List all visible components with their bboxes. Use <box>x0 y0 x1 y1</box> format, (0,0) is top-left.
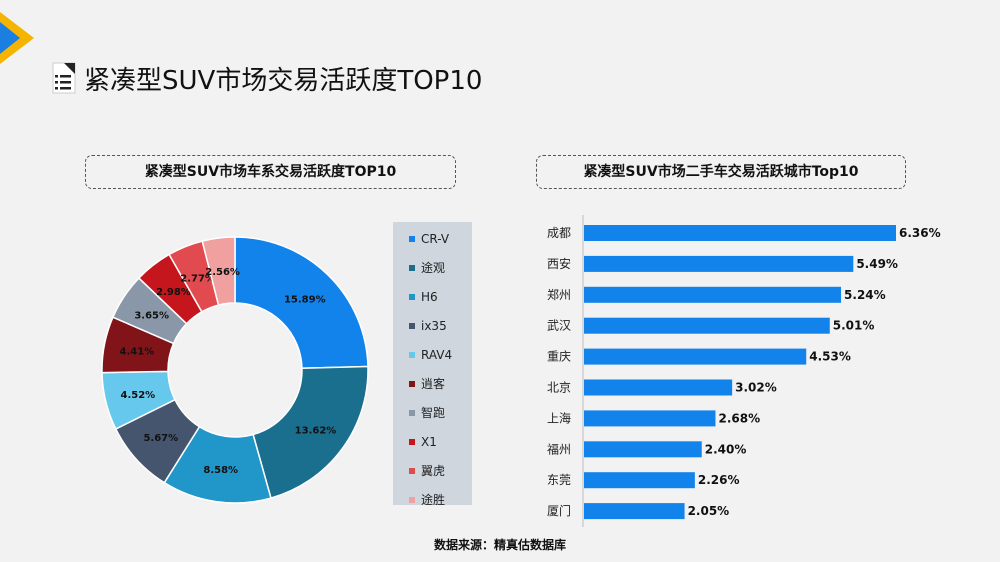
data-source-note: 数据来源：精真估数据库 <box>433 538 566 552</box>
legend-label: ix35 <box>421 319 447 333</box>
legend-label: 途观 <box>421 261 446 275</box>
bar-chart: 成都 6.36% 西安 5.49% 郑州 5.24% 武汉 5.01% 重庆 4.53% 北京 3.0… <box>547 215 941 527</box>
category-label: 上海 <box>547 410 571 425</box>
legend-item: ix35 <box>409 315 472 344</box>
donut-slice-label: 2.77% <box>180 273 215 284</box>
legend-swatch <box>409 235 415 242</box>
donut-slice <box>234 236 369 369</box>
page-title: 紧凑型SUV市场交易活跃度TOP10 <box>84 66 483 96</box>
bar <box>584 255 854 272</box>
bar <box>584 379 733 396</box>
legend-label: H6 <box>421 290 438 304</box>
category-label: 东莞 <box>547 473 571 487</box>
legend-item: 途观 <box>409 257 472 286</box>
legend-label: CR-V <box>421 232 450 246</box>
legend-swatch <box>409 351 415 358</box>
legend-item: X1 <box>409 431 472 460</box>
bar-value-label: 6.36% <box>899 226 941 240</box>
donut-slice-label: 8.58% <box>203 465 238 476</box>
category-label: 武汉 <box>547 319 571 333</box>
corner-logo <box>0 12 34 64</box>
legend-item: 翼虎 <box>409 460 472 489</box>
donut-slice-label: 5.67% <box>143 433 178 444</box>
donut-slice-label: 2.98% <box>156 287 191 298</box>
category-label: 重庆 <box>547 350 571 364</box>
legend-item: CR-V <box>409 228 472 257</box>
bar-value-label: 5.49% <box>856 257 898 271</box>
bar-value-label: 3.02% <box>735 381 777 395</box>
legend-label: 途胜 <box>421 493 446 507</box>
donut-slice-label: 15.89% <box>284 294 326 305</box>
legend-label: RAV4 <box>421 348 453 362</box>
legend-item: 智跑 <box>409 402 472 431</box>
donut-slice-label: 4.52% <box>121 390 156 401</box>
bar-value-label: 2.68% <box>718 411 760 425</box>
bar-value-label: 2.26% <box>698 473 740 487</box>
legend-swatch <box>409 322 415 329</box>
legend-item: RAV4 <box>409 344 472 373</box>
legend-swatch <box>409 438 415 445</box>
bar-chart-title: 紧凑型SUV市场二手车交易活跃城市Top10 <box>536 155 906 189</box>
bar-value-label: 5.01% <box>833 319 875 333</box>
legend-label: 智跑 <box>421 406 446 420</box>
document-list-icon <box>52 62 76 94</box>
donut-slice-label: 2.56% <box>205 267 240 278</box>
donut-slice-label: 3.65% <box>134 311 169 322</box>
legend-item: 逍客 <box>409 373 472 402</box>
category-label: 西安 <box>547 256 571 271</box>
donut-slice-label: 4.41% <box>120 347 155 358</box>
bar-value-label: 5.24% <box>844 288 886 302</box>
logo-blue-shape <box>0 22 20 54</box>
category-label: 郑州 <box>547 287 571 302</box>
legend-swatch <box>409 409 415 416</box>
legend-swatch <box>409 496 415 503</box>
legend-swatch <box>409 380 415 387</box>
legend-swatch <box>409 293 415 300</box>
donut-chart: 15.89% 13.62% 8.58% 5.67% 4.52% 4.41% 3.65% 2.9… <box>101 236 369 504</box>
bar <box>584 441 702 458</box>
bar <box>584 225 896 241</box>
bar-value-label: 4.53% <box>809 350 851 364</box>
legend-item: 途胜 <box>409 489 472 518</box>
legend-swatch <box>409 467 415 474</box>
donut-legend: CR-V 途观 H6 ix35 RAV4 逍客智跑 X1 翼虎途胜 <box>393 222 472 507</box>
legend-label: 逍客 <box>421 377 446 391</box>
bar <box>584 410 716 427</box>
category-label: 北京 <box>547 381 571 395</box>
bar <box>584 317 830 334</box>
legend-item: H6 <box>409 286 472 315</box>
donut-slice <box>252 365 369 499</box>
legend-label: 翼虎 <box>421 464 446 478</box>
bar-value-label: 2.05% <box>688 504 730 518</box>
legend-label: X1 <box>421 435 437 449</box>
bar <box>584 503 685 520</box>
category-label: 成都 <box>547 226 571 240</box>
donut-slice <box>201 236 236 306</box>
bar <box>584 286 842 303</box>
category-label: 福州 <box>547 441 571 456</box>
bar <box>584 348 807 365</box>
category-label: 厦门 <box>547 503 571 518</box>
donut-chart-title: 紧凑型SUV市场车系交易活跃度TOP10 <box>85 155 456 189</box>
bar <box>584 472 695 489</box>
donut-slice-label: 13.62% <box>295 425 337 436</box>
legend-swatch <box>409 264 415 271</box>
bar-value-label: 2.40% <box>705 442 747 456</box>
